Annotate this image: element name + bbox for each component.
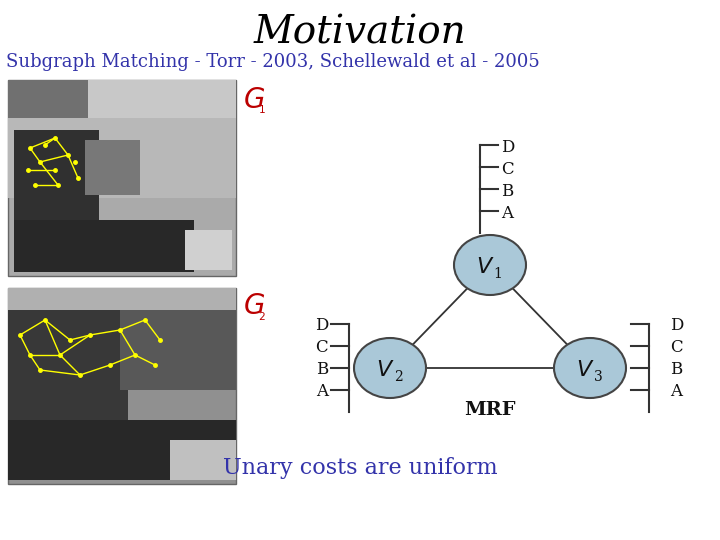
Ellipse shape [354,338,426,398]
Bar [8,310,128,420]
Text: $V$: $V$ [376,359,395,381]
Text: $G$: $G$ [243,86,265,113]
Ellipse shape [454,235,526,295]
Bar [8,80,236,120]
Text: A: A [316,383,328,401]
Bar [8,420,236,480]
Text: Unary costs are uniform: Unary costs are uniform [222,457,498,479]
Text: C: C [670,340,683,356]
Text: Subgraph Matching - Torr - 2003, Schellewald et al - 2005: Subgraph Matching - Torr - 2003, Schelle… [6,53,540,71]
Bar [8,118,236,198]
Text: D: D [315,318,328,334]
Bar [8,80,88,140]
Text: B: B [501,183,513,199]
Bar [85,140,140,195]
Bar [14,220,194,272]
Text: C: C [315,340,328,356]
Text: $V$: $V$ [576,359,594,381]
Text: Motivation: Motivation [253,15,467,51]
Bar [170,440,236,480]
Text: $_1$: $_1$ [258,102,266,116]
Text: D: D [501,138,514,156]
Text: 3: 3 [593,370,603,384]
Text: $V$: $V$ [476,256,494,278]
Bar [8,288,236,318]
Text: 1: 1 [494,267,503,281]
Bar [120,310,236,390]
Text: B: B [316,361,328,379]
Bar [8,80,236,276]
Text: A: A [670,383,682,401]
Text: B: B [670,361,683,379]
Ellipse shape [554,338,626,398]
Bar [8,288,236,484]
Text: MRF: MRF [464,401,516,419]
Text: 2: 2 [394,370,402,384]
Text: $G$: $G$ [243,294,265,321]
Bar [185,230,232,270]
Text: C: C [501,160,513,178]
Text: A: A [501,205,513,221]
Text: $_2$: $_2$ [258,309,266,323]
Text: D: D [670,318,683,334]
Bar [14,130,99,220]
